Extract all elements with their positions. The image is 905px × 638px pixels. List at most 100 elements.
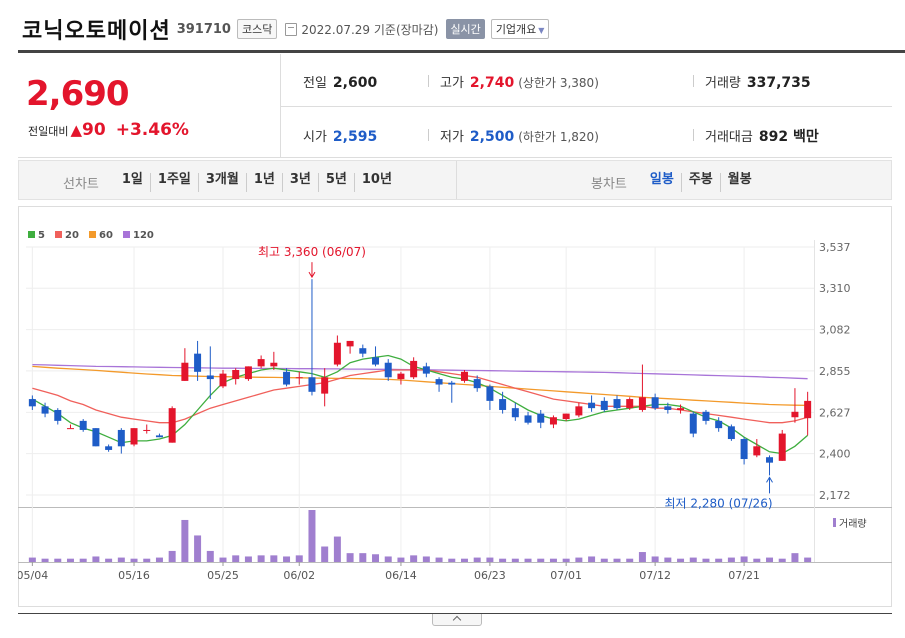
candle-body	[372, 357, 380, 365]
candle-body	[105, 446, 113, 450]
volume-bar	[511, 558, 519, 562]
company-overview-dropdown[interactable]: 기업개요 ▼	[490, 19, 550, 39]
price-change: 전일대비 ▲ 90 +3.46%	[28, 120, 189, 140]
stat-open: 시가 2,595	[303, 126, 377, 145]
calendar-icon	[285, 22, 298, 36]
candle-body	[28, 399, 36, 407]
y-tick-label: 2,627	[819, 406, 851, 419]
up-arrow-icon: ▲	[70, 121, 83, 139]
candle-body	[270, 362, 278, 367]
candle-body	[257, 359, 265, 367]
high-value: 2,740	[469, 75, 515, 91]
tab-1w[interactable]: 1주일	[149, 173, 198, 192]
legend-label: 5	[38, 230, 45, 241]
prev-close-label: 전일	[303, 76, 327, 91]
lower-limit: (하한가 1,820)	[518, 130, 599, 144]
candle-body	[283, 371, 291, 385]
min-arrow-head-icon	[766, 476, 773, 483]
volume-bar	[638, 552, 646, 562]
y-tick-label: 3,310	[819, 282, 851, 295]
volume-bar	[778, 558, 786, 562]
stat-volume: 거래량 337,735	[693, 72, 811, 91]
current-price: 2,690	[26, 74, 130, 114]
volume-bar	[66, 558, 74, 562]
candle-body	[473, 379, 481, 389]
candle-body	[410, 360, 418, 378]
volume-bar	[270, 555, 278, 562]
volume-bar	[346, 553, 354, 562]
volume-bar	[651, 556, 659, 562]
volume-bar	[194, 535, 202, 562]
collapse-chart-button[interactable]	[432, 614, 482, 626]
quote-date: 2022.07.29 기준(장마감)	[301, 22, 439, 37]
candle-body	[41, 406, 49, 414]
tab-1d[interactable]: 1일	[121, 172, 143, 187]
realtime-button[interactable]: 실시간	[446, 19, 485, 39]
line-chart-label: 선차트	[63, 177, 99, 192]
volume-bar	[448, 558, 456, 562]
candle-body	[346, 340, 354, 347]
amount-value: 892 백만	[758, 129, 819, 145]
candle-body	[333, 342, 341, 365]
candle-body	[155, 435, 163, 438]
x-tick-label: 07/12	[639, 569, 671, 582]
header-divider	[18, 50, 905, 53]
volume-bar	[308, 510, 316, 562]
volume-bar	[397, 557, 405, 562]
volume-bar	[499, 558, 507, 562]
volume-bar	[473, 557, 481, 562]
tab-3m[interactable]: 3개월	[197, 173, 246, 192]
change-label: 전일대비	[28, 125, 69, 138]
stat-high: 고가 2,740 (상한가 3,380)	[428, 72, 599, 91]
change-value: 90	[82, 120, 106, 140]
chart-border	[18, 206, 892, 607]
candle-body	[168, 408, 176, 443]
stock-header: 코닉오토메이션 391710 코스닥 2022.07.29 기준(장마감) 실시…	[22, 12, 550, 46]
summary-row-divider	[280, 106, 892, 107]
max-arrow-head-icon	[308, 271, 316, 279]
change-percent: +3.46%	[115, 120, 189, 140]
tab-5y[interactable]: 5년	[317, 173, 354, 192]
volume-bar	[295, 555, 303, 562]
y-tick-label: 3,537	[819, 241, 851, 254]
candle-body	[79, 420, 87, 430]
y-tick-label: 2,172	[819, 489, 851, 502]
volume-bar	[575, 557, 583, 562]
ma5-line	[32, 354, 809, 455]
candle-body	[651, 397, 659, 409]
volume-bar	[54, 558, 62, 562]
volume-bar	[562, 558, 570, 562]
tab-10y[interactable]: 10년	[353, 173, 399, 192]
upper-limit: (상한가 3,380)	[518, 76, 599, 90]
candle-body	[613, 399, 621, 409]
x-tick-label: 05/25	[207, 569, 239, 582]
tab-daily[interactable]: 일봉	[649, 172, 674, 187]
quote-summary: 2,690 전일대비 ▲ 90 +3.46% 전일 2,600 고가 2,740…	[18, 54, 892, 158]
tab-1y[interactable]: 1년	[245, 173, 282, 192]
candle-body	[549, 417, 557, 425]
candle-body	[448, 382, 456, 385]
candle-body	[54, 409, 62, 421]
volume-bar	[727, 557, 735, 562]
tab-weekly[interactable]: 주봉	[680, 173, 720, 192]
tab-monthly[interactable]: 월봉	[719, 173, 759, 192]
candle-body	[677, 408, 685, 410]
candle-body	[600, 400, 608, 410]
volume-bar	[626, 558, 634, 562]
volume-bar	[206, 550, 214, 562]
candle-body	[753, 446, 761, 456]
candle-body	[181, 362, 189, 381]
stock-code: 391710	[176, 21, 231, 37]
candle-body	[511, 408, 519, 418]
volume-bar	[677, 558, 685, 562]
volume-bar	[766, 557, 774, 562]
candle-body	[219, 373, 227, 387]
volume-bar	[130, 558, 138, 562]
candle-body	[486, 386, 494, 401]
tab-3y[interactable]: 3년	[281, 173, 318, 192]
tab-divider	[456, 161, 457, 199]
candle-body	[194, 353, 202, 372]
volume-legend-swatch	[833, 518, 836, 527]
volume-bar	[524, 558, 532, 562]
stat-low: 저가 2,500 (하한가 1,820)	[428, 126, 599, 145]
